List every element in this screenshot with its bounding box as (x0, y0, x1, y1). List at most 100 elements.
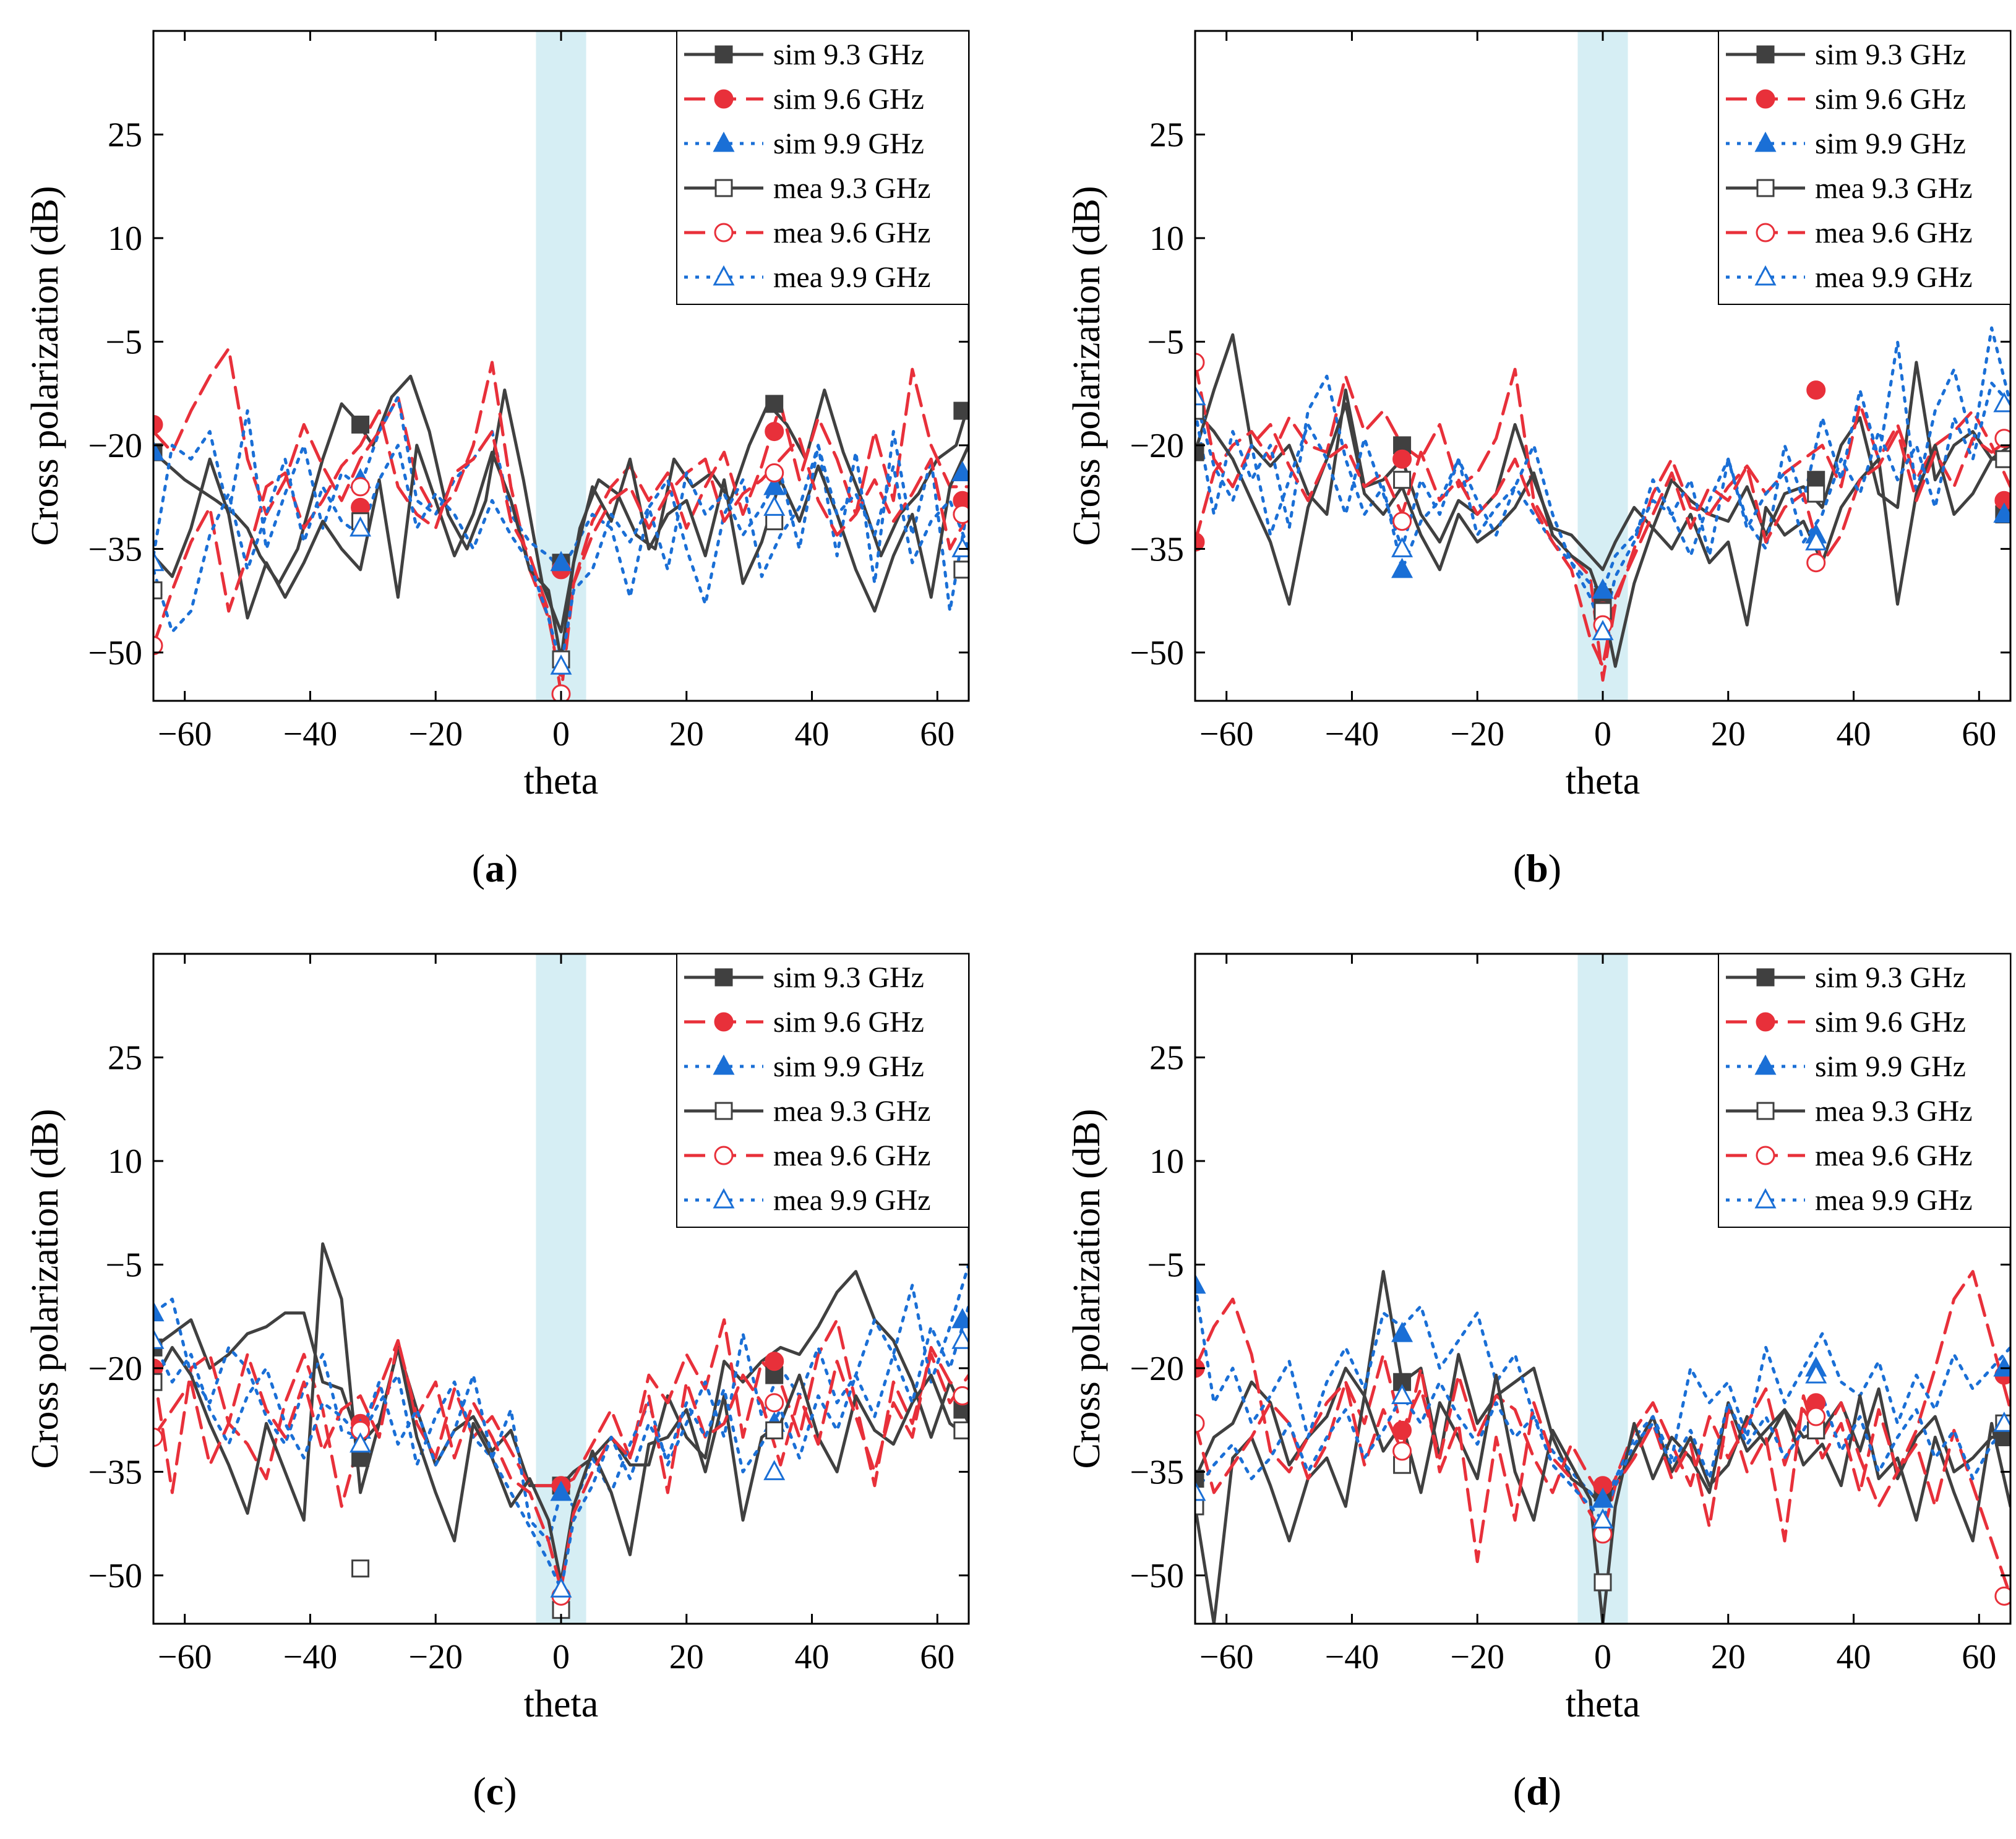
data-marker-3-0 (1195, 401, 1204, 420)
legend-label-4: mea 9.6 GHz (1815, 216, 1973, 249)
series-markers (153, 1301, 969, 1619)
y-axis-label: Cross polarization (dB) (1066, 186, 1108, 546)
series-line-4 (153, 1339, 969, 1591)
data-marker-0-1 (351, 415, 370, 434)
data-marker-0-1 (1393, 1373, 1412, 1391)
legend-label-3: mea 9.3 GHz (1815, 1095, 1973, 1128)
x-tick-label: 40 (1837, 1638, 1871, 1676)
x-tick-label: 0 (1594, 715, 1611, 753)
data-marker-4-0 (153, 1428, 163, 1447)
legend-label-0: sim 9.3 GHz (773, 38, 924, 71)
x-axis-label: theta (524, 1683, 599, 1725)
data-marker-3-4 (1995, 450, 2010, 468)
chart-caption: (b) (1513, 846, 1561, 890)
data-marker-3-3 (765, 512, 784, 531)
chart-caption: (d) (1513, 1769, 1561, 1813)
x-tick-label: −20 (408, 715, 463, 753)
y-tick-label: −20 (88, 427, 142, 465)
data-marker-4-3 (765, 1393, 784, 1413)
legend: sim 9.3 GHz sim 9.6 GHz sim 9.9 GHz mea 9.3… (1718, 953, 2011, 1228)
legend-marker-3 (1756, 1102, 1775, 1120)
y-tick-label: 25 (1149, 116, 1184, 154)
x-tick-label: 0 (552, 715, 570, 753)
data-marker-5-4 (1993, 1412, 2010, 1432)
series-line-3 (1195, 1373, 2010, 1624)
series-line-4 (1195, 1366, 2010, 1598)
data-marker-1-1 (1392, 1420, 1412, 1440)
data-marker-1-3 (1806, 380, 1826, 400)
x-tick-label: 20 (669, 1638, 704, 1676)
data-marker-4-4 (1994, 429, 2010, 448)
x-tick-label: 20 (1711, 715, 1746, 753)
x-tick-label: −20 (408, 1638, 463, 1676)
x-tick-label: −60 (158, 1638, 212, 1676)
data-marker-2-2 (550, 1480, 572, 1501)
data-marker-4-1 (351, 477, 371, 497)
legend-label-3: mea 9.3 GHz (773, 1095, 931, 1128)
data-marker-3-0 (153, 1373, 163, 1391)
legend-marker-2 (1754, 1054, 1777, 1075)
legend-label-3: mea 9.3 GHz (1815, 172, 1973, 205)
x-tick-label: 60 (1962, 715, 1996, 753)
y-tick-label: 10 (1149, 220, 1184, 258)
y-tick-label: −50 (88, 634, 142, 672)
x-axis-label: theta (1566, 1683, 1641, 1725)
data-marker-3-0 (153, 581, 163, 599)
x-tick-label: −40 (283, 1638, 338, 1676)
legend-marker-4 (714, 1146, 734, 1165)
legend-marker-5 (713, 1188, 735, 1209)
data-marker-4-3 (1806, 553, 1826, 573)
chart-panel-a: −60 −40 −20 0 20 40 60 25 10 −5 −20 −35 −50 theta Cros… (24, 30, 970, 890)
legend-label-5: mea 9.9 GHz (773, 1184, 931, 1217)
data-marker-5-2 (1592, 1508, 1614, 1529)
data-marker-0-0 (1195, 1470, 1204, 1488)
series-markers (1195, 1273, 2010, 1606)
data-marker-4-3 (765, 463, 784, 483)
series-line-4 (1195, 361, 2010, 668)
caption-open-paren: ( (473, 1769, 486, 1813)
data-marker-2-1 (1391, 557, 1413, 578)
caption-letter: d (1526, 1769, 1548, 1813)
data-marker-2-0 (153, 440, 165, 461)
data-marker-4-1 (1392, 1441, 1412, 1461)
x-tick-label: −60 (158, 715, 212, 753)
x-tick-label: −20 (1450, 715, 1504, 753)
caption-close-paren: ) (1548, 1769, 1561, 1813)
legend-marker-2 (713, 131, 735, 152)
data-marker-2-4 (1993, 502, 2010, 523)
data-marker-3-3 (1807, 484, 1825, 503)
data-marker-1-0 (153, 414, 163, 434)
series-line-2 (1195, 326, 2010, 592)
y-axis-label: Cross polarization (dB) (24, 1108, 66, 1468)
data-marker-5-1 (350, 516, 372, 537)
data-marker-2-2 (550, 551, 572, 572)
legend-label-1: sim 9.6 GHz (1815, 83, 1966, 116)
data-marker-0-3 (765, 395, 784, 413)
y-tick-label: 10 (1149, 1142, 1184, 1181)
data-marker-5-3 (763, 495, 786, 516)
caption-open-paren: ( (472, 846, 485, 890)
data-marker-5-0 (153, 1329, 165, 1349)
chart-panel-d: −60 −40 −20 0 20 40 60 25 10 −5 −20 −35 −50 theta Cros… (1066, 953, 2012, 1813)
legend-marker-0 (714, 45, 733, 64)
y-tick-label: −5 (105, 1246, 142, 1284)
series-line-5 (153, 1304, 969, 1591)
x-tick-label: 60 (920, 1638, 954, 1676)
series-markers (153, 395, 969, 701)
x-tick-label: 40 (795, 715, 830, 753)
caption-close-paren: ) (504, 1769, 517, 1813)
data-marker-2-0 (153, 1301, 165, 1322)
legend-label-0: sim 9.3 GHz (1815, 38, 1966, 71)
legend-label-2: sim 9.9 GHz (773, 127, 924, 160)
caption-letter: c (486, 1769, 504, 1813)
legend-marker-1 (1756, 89, 1775, 109)
series-line-5 (1195, 381, 2010, 633)
y-tick-label: −5 (1147, 1246, 1184, 1284)
x-tick-label: 60 (1962, 1638, 1996, 1676)
data-marker-5-0 (1195, 385, 1206, 406)
data-marker-1-3 (765, 422, 784, 442)
x-tick-label: 40 (1837, 715, 1871, 753)
data-marker-4-4 (953, 1386, 969, 1406)
x-axis-label: theta (1566, 760, 1641, 802)
data-marker-5-1 (1391, 537, 1413, 557)
